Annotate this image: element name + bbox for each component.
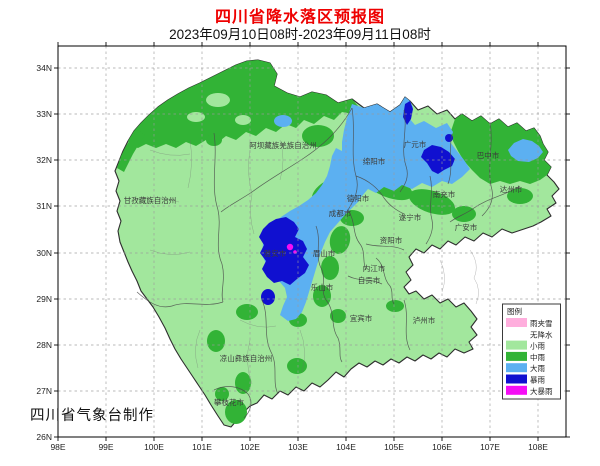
- lat-axis-label: 34N: [36, 63, 52, 73]
- city-label: 南充市: [433, 189, 456, 199]
- city-label: 广安市: [455, 222, 478, 232]
- city-label: 广元市: [404, 139, 427, 149]
- city-label: 遂宁市: [399, 212, 422, 222]
- lat-axis-label: 33N: [36, 109, 52, 119]
- legend-item-label: 大暴雨: [530, 386, 553, 396]
- legend-swatch: [506, 351, 527, 361]
- legend-item-label: 暴雨: [530, 376, 545, 385]
- legend-item-label: 无降水: [530, 329, 553, 339]
- map-frame: [57, 45, 567, 438]
- lat-axis-label: 32N: [36, 155, 52, 165]
- moderate-rain-regions: [117, 60, 551, 424]
- lon-axis-label: 107E: [480, 442, 500, 452]
- city-label: 泸州市: [413, 315, 436, 325]
- legend-title: 图例: [507, 306, 522, 316]
- lon-axis-label: 98E: [50, 442, 65, 452]
- city-label: 乐山市: [311, 282, 334, 292]
- axis-labels: 98E 99E 100E 101E 102E 103E 104E 105E 106E 107E 10…: [36, 63, 548, 452]
- city-label: 达州市: [500, 184, 523, 194]
- legend-swatch: [506, 329, 527, 339]
- legend-swatch: [506, 318, 527, 327]
- lat-axis-label: 31N: [36, 201, 52, 211]
- lat-axis-label: 30N: [36, 248, 52, 258]
- city-label: 德阳市: [347, 193, 370, 203]
- city-label: 内江市: [363, 263, 386, 273]
- lat-axis-label: 27N: [36, 386, 52, 396]
- lat-axis-label: 26N: [36, 432, 52, 442]
- city-label: 资阳市: [380, 235, 403, 245]
- legend-swatch: [506, 340, 527, 350]
- city-label: 宜宾市: [350, 313, 373, 323]
- lon-axis-label: 105E: [384, 442, 404, 452]
- city-label: 雅安市: [264, 248, 287, 258]
- lon-axis-label: 100E: [144, 442, 164, 452]
- lon-axis-label: 99E: [98, 442, 113, 452]
- page-subtitle: 2023年09月10日08时-2023年09月11日08时: [169, 27, 431, 42]
- city-label: 阿坝藏族羌族自治州: [249, 140, 317, 150]
- lon-axis-label: 102E: [240, 442, 260, 452]
- legend-item-label: 雨夹雪: [530, 318, 553, 328]
- axis-ticks: [54, 42, 570, 441]
- city-label: 攀枝花市: [214, 397, 244, 407]
- city-label: 自贡市: [358, 275, 381, 285]
- lon-axis-label: 104E: [336, 442, 356, 452]
- city-label: 甘孜藏族自治州: [124, 195, 177, 205]
- legend-item-label: 小雨: [530, 342, 545, 351]
- city-label: 巴中市: [477, 150, 500, 160]
- legend-swatch: [506, 363, 527, 373]
- lon-axis-label: 106E: [432, 442, 452, 452]
- legend-item-label: 中雨: [530, 352, 545, 362]
- lon-axis-label: 103E: [288, 442, 308, 452]
- city-label: 凉山彝族自治州: [220, 353, 273, 363]
- lon-axis-label: 108E: [528, 442, 548, 452]
- city-label: 成都市: [329, 208, 352, 218]
- legend-swatch: [506, 385, 527, 395]
- credit-text: 四川省气象台制作: [30, 408, 154, 424]
- city-label: 绵阳市: [363, 156, 386, 166]
- legend-swatch: [506, 374, 527, 384]
- page-title: 四川省降水落区预报图: [214, 9, 385, 26]
- legend-item-label: 大雨: [530, 363, 545, 373]
- rainstorm-regions: [259, 101, 455, 305]
- lat-axis-label: 28N: [36, 340, 52, 350]
- city-label: 眉山市: [313, 248, 336, 258]
- lon-axis-label: 101E: [192, 442, 212, 452]
- lat-axis-label: 29N: [36, 294, 52, 304]
